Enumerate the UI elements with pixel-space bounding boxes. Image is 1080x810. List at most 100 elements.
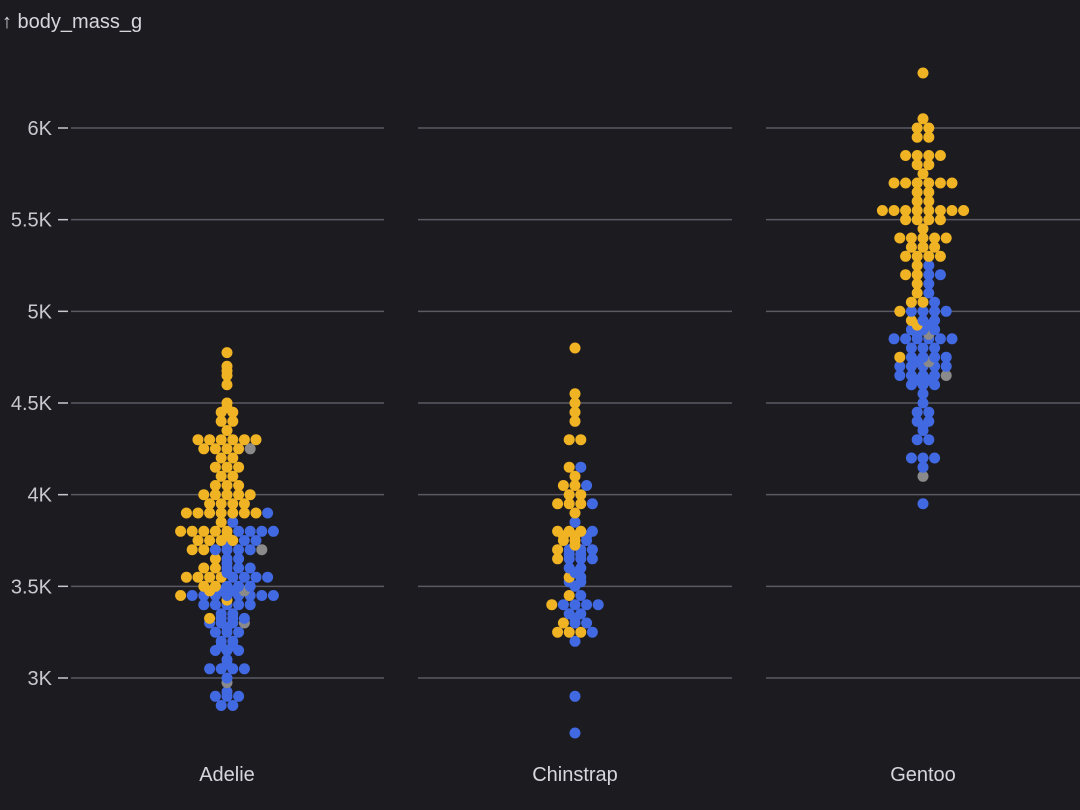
data-point-male [209,461,221,473]
grid-layer [71,127,1080,679]
data-point-male [221,443,233,455]
data-point-male [198,525,210,537]
data-point-male [911,250,923,262]
data-point-female [233,562,245,574]
data-point-male [552,544,564,556]
data-point-female [221,580,233,592]
data-point-female [575,461,587,473]
data-point-male [198,544,210,556]
data-point-female [894,360,906,372]
data-point-male [569,507,581,519]
data-point-male [888,205,900,216]
data-point-female [929,296,941,308]
data-point-female [215,608,227,620]
data-point-male [911,150,923,161]
data-point-female [250,571,262,583]
data-point-female [929,305,941,317]
data-point-male [911,131,923,143]
data-point-male [227,452,239,464]
data-point-male [569,470,581,482]
data-point-male [911,260,923,271]
data-point-male [215,516,227,528]
data-point-male [934,250,946,262]
data-point-male [917,168,929,180]
data-point-female [911,406,923,418]
data-point-female [894,370,906,381]
data-point-male [209,480,221,491]
data-point-male [221,425,233,436]
data-point-male [917,241,929,253]
data-point-female [267,590,279,601]
data-point-male [946,205,958,216]
data-point-female [905,370,917,381]
data-point-male [215,434,227,446]
data-point-unknown [940,370,952,381]
data-point-female [209,626,221,638]
data-point-female [209,599,221,611]
data-point-female [221,672,233,684]
data-point-male [233,461,245,473]
data-point-male [946,177,958,189]
data-point-female [569,599,581,611]
data-point-female [233,580,245,592]
data-point-unknown [256,544,268,556]
data-point-male [198,562,210,574]
data-point-male [238,507,250,519]
category-label: Chinstrap [532,764,618,786]
data-point-male [917,67,929,79]
data-point-female [917,315,929,326]
data-point-male [569,342,581,354]
data-point-female [221,686,233,698]
data-point-female [917,370,929,381]
data-point-male [900,150,912,161]
data-point-female [592,599,604,611]
data-point-female [911,434,923,446]
data-point-male [569,397,581,409]
data-point-female [900,333,912,345]
data-point-female [233,525,245,537]
data-point-unknown [244,443,256,455]
data-point-male [934,177,946,189]
data-point-female [244,580,256,592]
data-point-male [221,379,233,391]
data-point-female [233,690,245,702]
data-point-female [569,635,581,647]
data-point-male [900,177,912,189]
data-point-male [923,159,935,171]
data-point-male [221,347,233,359]
data-point-male [940,232,952,244]
y-axis-ticks: 3K 3.5K 4K 4.5K 5K 5.5K 6K [11,118,68,690]
y-tick-label: 5.5K [11,210,53,232]
data-point-male [238,434,250,446]
data-point-female [917,397,929,409]
data-point-female [929,342,941,354]
data-point-female [244,562,256,574]
data-point-female [250,535,262,546]
data-point-male [221,525,233,537]
data-point-male [198,489,210,501]
data-point-female [917,452,929,464]
data-point-male [923,186,935,198]
data-point-female [227,608,239,620]
data-point-male [929,232,941,244]
y-tick-label: 3K [28,668,53,690]
data-point-female [917,388,929,400]
data-point-female [256,590,268,601]
data-point-female [940,305,952,317]
data-point-male [905,315,917,326]
data-point-male [911,214,923,226]
data-point-female [586,498,598,510]
data-point-female [575,590,587,601]
data-point-female [923,278,935,290]
data-point-female [569,690,581,702]
data-point-male [244,489,256,501]
data-point-male [204,571,216,583]
data-point-male [911,205,923,216]
data-point-female [586,553,598,565]
data-point-male [563,590,575,601]
data-point-male [911,186,923,198]
data-point-male [923,214,935,226]
data-point-male [221,480,233,491]
data-point-male [204,498,216,510]
data-point-female [563,608,575,620]
